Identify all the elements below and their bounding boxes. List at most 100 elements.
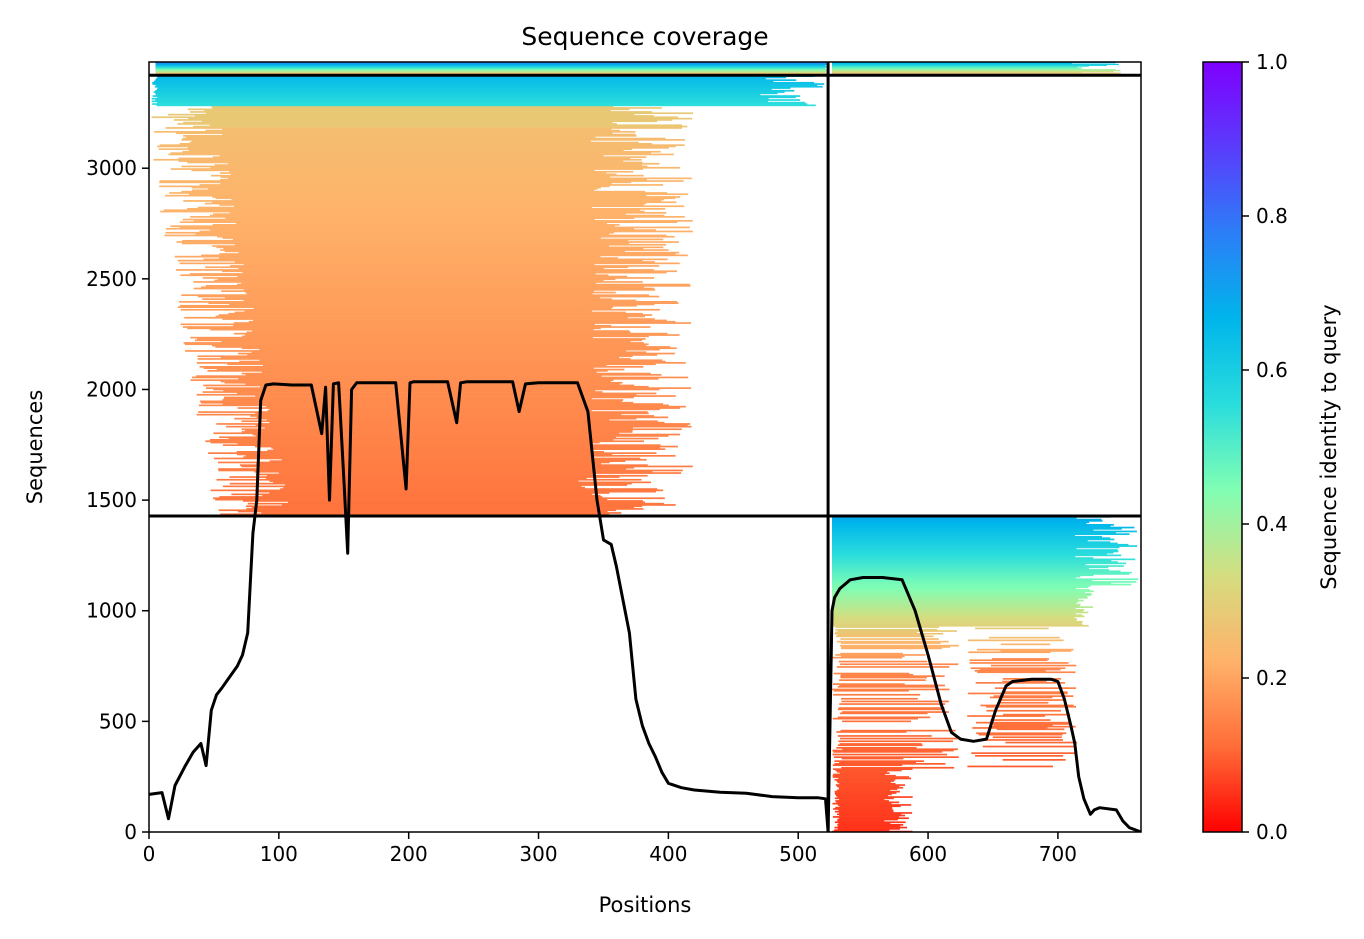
coverage-row [967,692,1068,695]
coverage-row [222,237,601,239]
coverage-row [155,65,827,67]
coverage-row [835,800,889,802]
coverage-row [841,697,918,700]
coverage-row [835,654,926,656]
coverage-row [223,247,644,250]
coverage-row [246,331,631,334]
coverage-row [832,578,1139,581]
coverage-row [199,184,664,186]
coverage-row [832,528,1122,530]
coverage-row [155,72,828,74]
coverage-row [832,522,1087,525]
coverage-row [285,484,627,486]
coverage-row [211,201,677,204]
coverage-row [241,347,677,350]
coverage-row [165,194,647,197]
coverage-row [203,384,635,387]
coverage-row [182,137,666,140]
coverage-row [832,749,954,752]
coverage-row [838,786,904,789]
coverage-row [199,400,622,403]
coverage-row [832,68,1081,70]
coverage-row [166,227,635,230]
coverage-row [210,441,600,444]
coverage-row [986,739,1063,741]
coverage-row [221,270,677,273]
coverage-row [832,526,1135,529]
coverage-row [210,214,665,217]
coverage-row [220,176,611,178]
coverage-row [237,283,690,286]
coverage-row [967,639,1064,642]
coverage-row [836,666,950,668]
coverage-row [832,591,1085,594]
coverage-row [832,553,1107,555]
coverage-row [832,598,1079,600]
coverage-row [183,200,662,202]
coverage-row [215,346,671,348]
coverage-row [189,193,689,196]
coverage-row [839,814,905,817]
coverage-row [832,802,892,805]
coverage-row [183,135,637,137]
coverage-row [156,77,766,80]
coverage-row [196,375,602,377]
coverage-row [155,63,827,66]
coverage-row [832,816,900,818]
coverage-row [170,168,643,170]
coverage-row [182,326,651,328]
coverage-row [840,674,914,676]
coverage-row [181,294,650,296]
coverage-row [832,599,1084,602]
coverage-row [968,651,1051,654]
coverage-row [210,328,594,331]
coverage-row [205,440,645,443]
coverage-row [196,393,637,396]
coverage-row [238,267,605,270]
y-tick-label: 2500 [86,267,137,291]
coverage-row [836,794,888,797]
coverage-row [247,502,664,505]
coverage-row [242,500,643,502]
colorbar-label: Sequence identity to query [1317,304,1341,589]
coverage-row [832,611,1089,614]
coverage-row [170,225,615,227]
coverage-row [212,196,681,198]
coverage-row [245,505,643,508]
coverage-row [180,323,595,326]
coverage-row [988,636,1060,639]
coverage-row [832,688,950,691]
coverage-row [1003,713,1071,716]
coverage-row [233,332,668,335]
coverage-row [832,605,1080,607]
coverage-row [978,733,1063,736]
x-tick-label: 0 [143,842,156,866]
coverage-row [245,383,620,385]
coverage-row [215,197,676,200]
coverage-row [183,342,644,344]
coverage-row [837,781,891,784]
coverage-row [269,460,626,462]
coverage-row [837,804,912,806]
coverage-row [219,496,603,498]
coverage-row [835,628,938,631]
coverage-row [840,675,945,677]
coverage-row [833,756,959,758]
y-tick-label: 1000 [86,599,137,623]
coverage-row [159,181,632,184]
coverage-row [237,275,628,278]
coverage-row [1005,741,1078,744]
coverage-row [155,89,795,92]
coverage-row [198,411,648,413]
coverage-row [155,69,827,71]
coverage-row [155,79,797,81]
coverage-row [213,213,626,215]
coverage-row [185,350,627,352]
coverage-row [832,521,1090,523]
coverage-row [262,494,601,497]
coverage-row [836,640,949,643]
coverage-row [211,105,614,108]
coverage-row [214,164,643,166]
coverage-row [837,630,957,632]
coverage-row [213,388,660,391]
